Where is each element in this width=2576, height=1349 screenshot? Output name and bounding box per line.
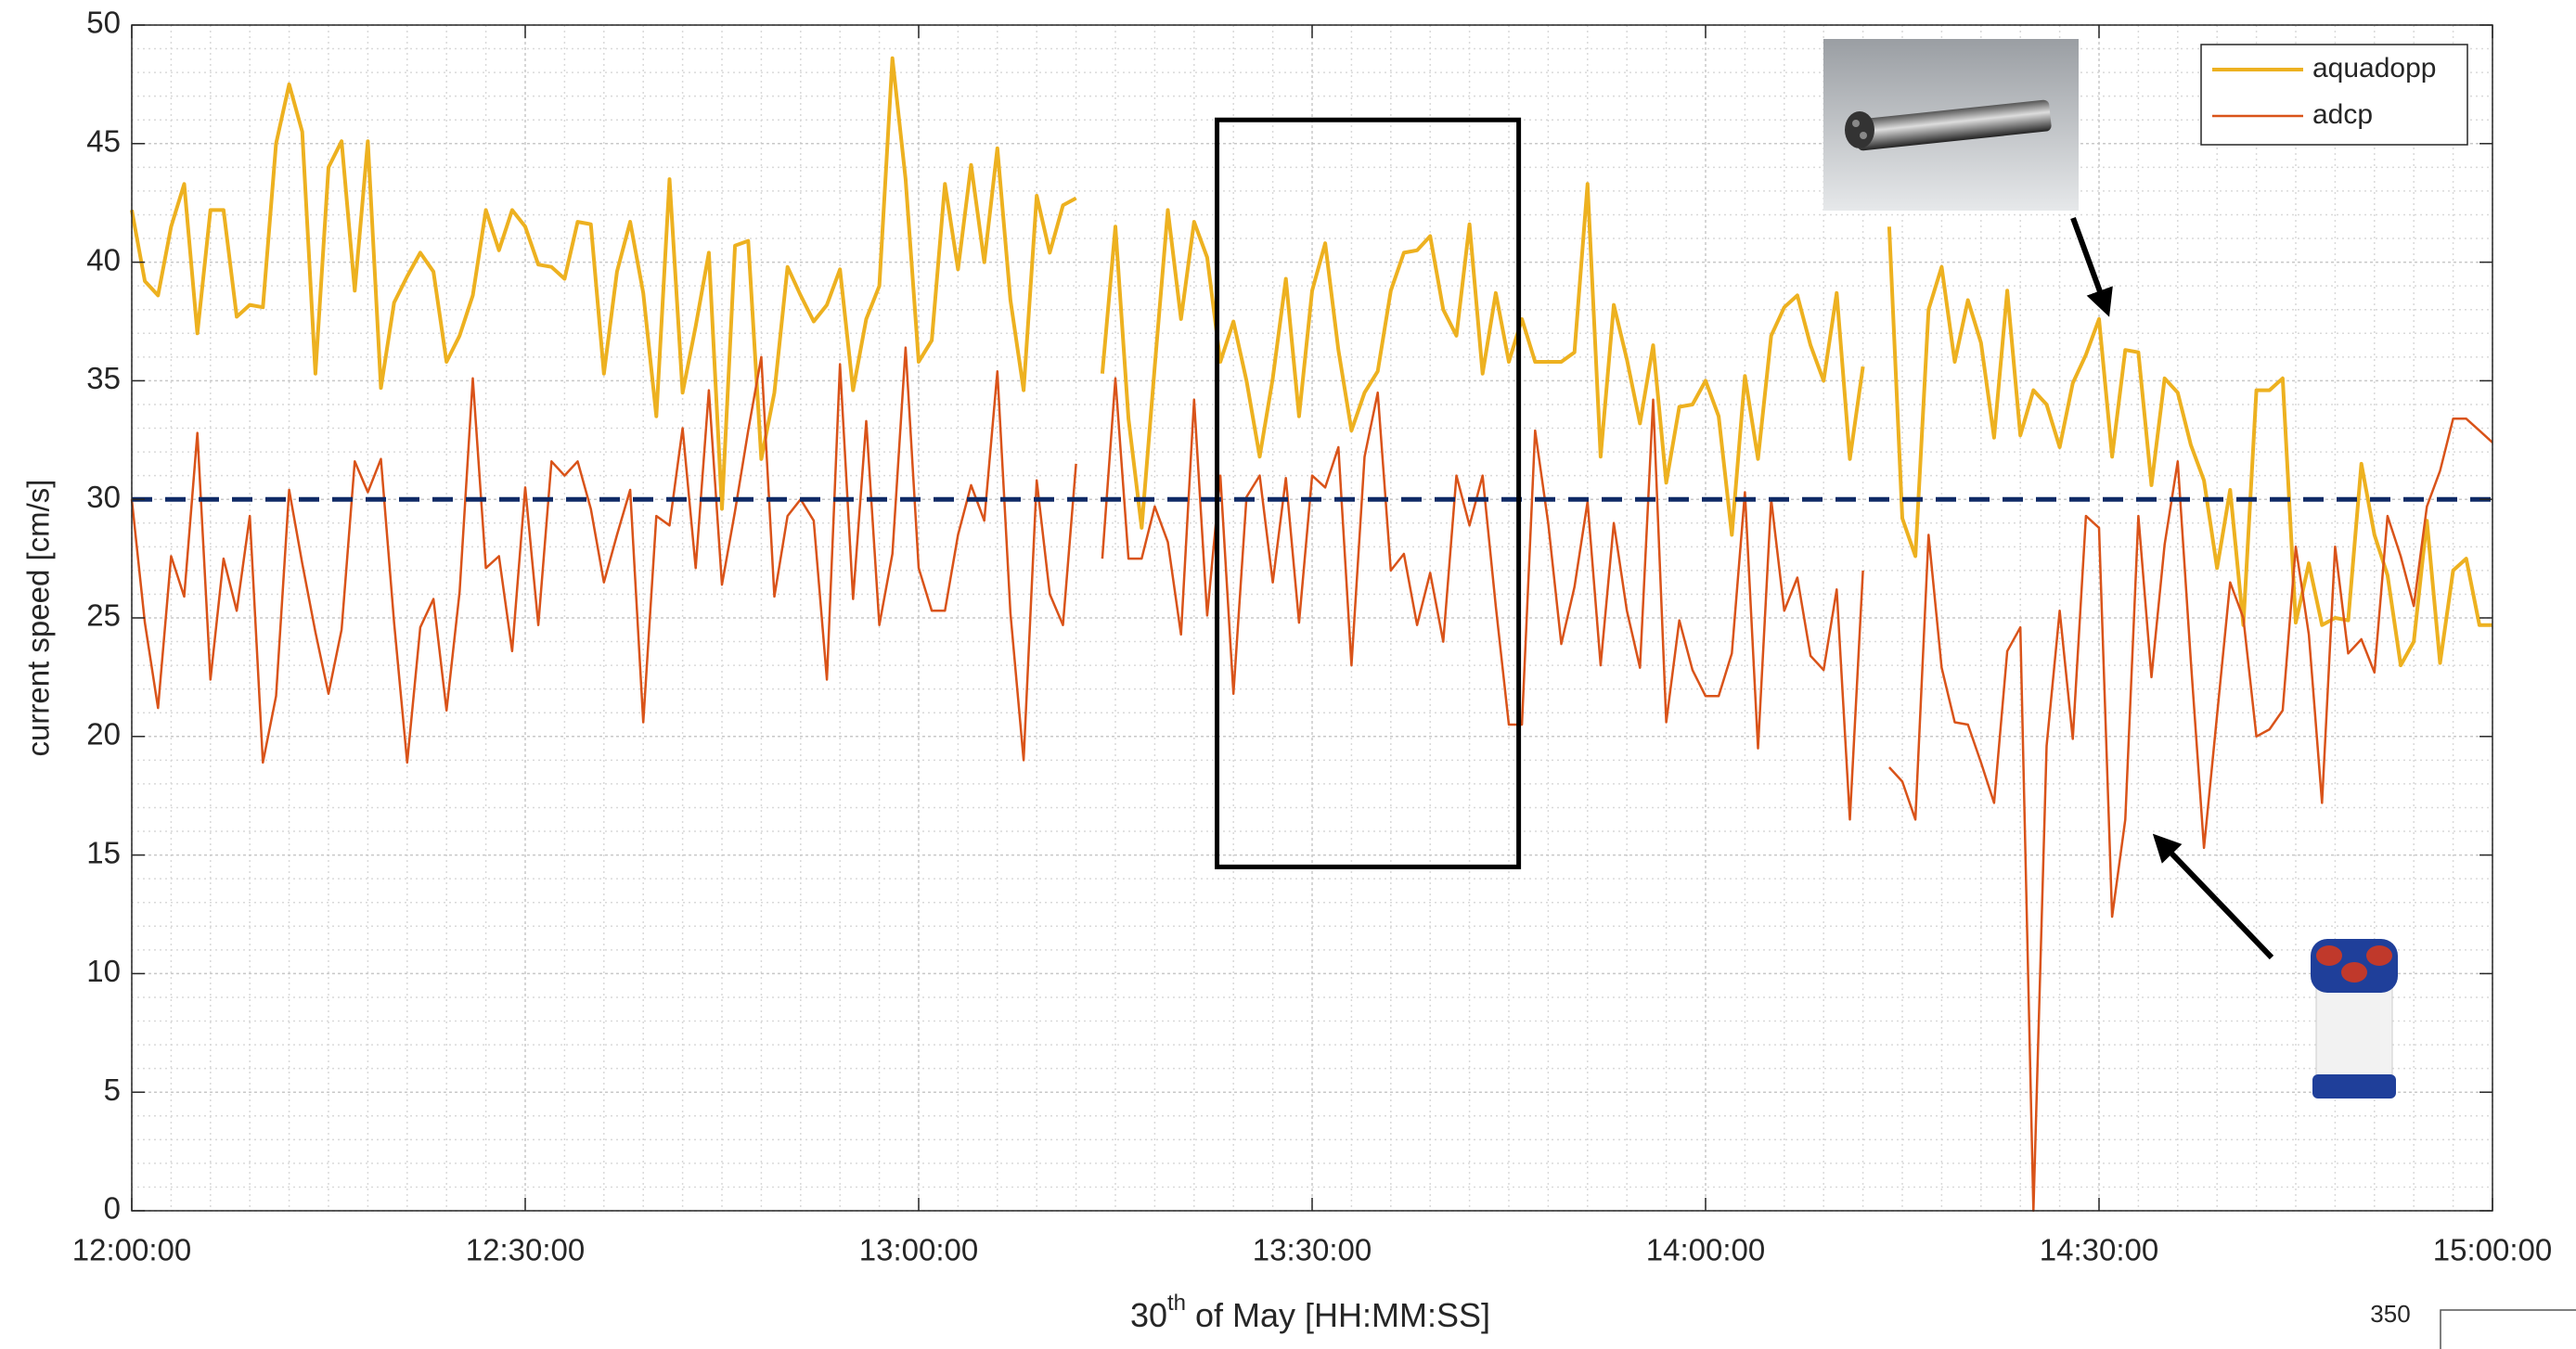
y-tick-label: 20 xyxy=(86,717,121,752)
y-tick-label: 10 xyxy=(86,954,121,988)
x-tick-label: 13:30:00 xyxy=(1253,1233,1372,1267)
legend: aquadopp adcp xyxy=(2200,44,2468,146)
aquadopp-photo xyxy=(1823,39,2079,211)
y-axis-label: current speed [cm/s] xyxy=(21,480,56,757)
grid xyxy=(131,24,2493,1212)
x-label-suffix: th xyxy=(1167,1291,1186,1316)
corner-text: 350 xyxy=(2370,1300,2410,1328)
x-tick-label: 12:30:00 xyxy=(466,1233,585,1267)
legend-label: aquadopp xyxy=(2312,53,2436,84)
x-tick-label: 14:00:00 xyxy=(1646,1233,1765,1267)
x-label-day: 30 xyxy=(1130,1296,1167,1334)
y-tick-label: 15 xyxy=(86,835,121,869)
y-tick-label: 0 xyxy=(104,1191,121,1226)
highlight-box xyxy=(1215,117,1522,869)
x-tick-label: 14:30:00 xyxy=(2040,1233,2158,1267)
adcp-photo xyxy=(2311,939,2398,1098)
y-tick-label: 25 xyxy=(86,598,121,633)
arrow xyxy=(2152,833,2274,960)
x-axis-label: 30th of May [HH:MM:SS] xyxy=(1130,1291,1490,1333)
legend-label: adcp xyxy=(2312,99,2373,130)
y-tick-label: 50 xyxy=(86,6,121,40)
arrow xyxy=(2070,216,2113,317)
legend-box xyxy=(2200,44,2468,146)
x-label-text: of May [HH:MM:SS] xyxy=(1186,1296,1490,1334)
x-tick-label: 12:00:00 xyxy=(72,1233,191,1267)
y-tick-label: 45 xyxy=(86,124,121,159)
plot-area xyxy=(130,56,2493,1213)
axes-frame xyxy=(131,24,2493,1212)
y-tick-label: 35 xyxy=(86,361,121,395)
y-tick-label: 40 xyxy=(86,242,121,276)
series-line xyxy=(130,56,2492,668)
y-tick-label: 5 xyxy=(104,1073,121,1107)
corner-frame xyxy=(2440,1309,2576,1349)
x-tick-label: 15:00:00 xyxy=(2433,1233,2552,1267)
x-tick-label: 13:00:00 xyxy=(859,1233,978,1267)
y-tick-label: 30 xyxy=(86,480,121,514)
series-line xyxy=(130,346,2493,1213)
